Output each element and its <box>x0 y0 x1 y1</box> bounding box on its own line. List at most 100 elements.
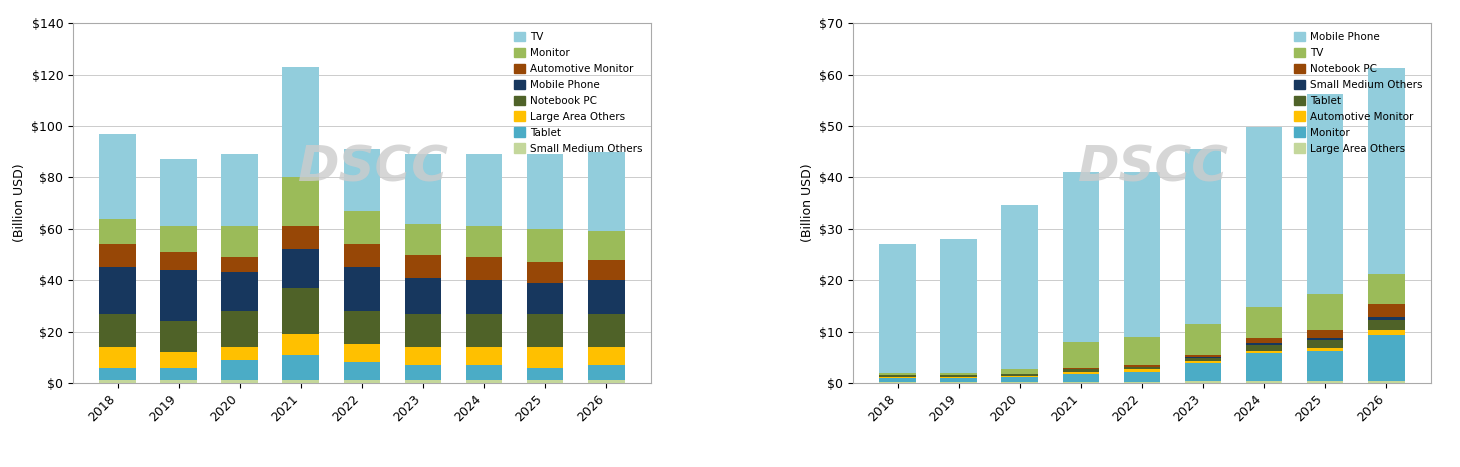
Bar <box>161 252 197 270</box>
Bar <box>1002 382 1038 383</box>
Bar <box>466 257 502 280</box>
Bar <box>1184 358 1222 361</box>
Bar <box>1124 172 1161 337</box>
Bar <box>1002 205 1038 369</box>
Bar <box>466 154 502 226</box>
Bar <box>1184 149 1222 324</box>
Bar <box>282 177 320 226</box>
Bar <box>1063 369 1099 372</box>
Legend: Mobile Phone, TV, Notebook PC, Small Medium Others, Tablet, Automotive Monitor, : Mobile Phone, TV, Notebook PC, Small Med… <box>1291 28 1425 157</box>
Bar <box>1307 382 1343 383</box>
Bar <box>1245 382 1282 383</box>
Bar <box>940 375 977 377</box>
Bar <box>222 360 258 380</box>
Bar <box>1368 68 1405 274</box>
Bar <box>404 380 441 383</box>
Bar <box>1245 307 1282 338</box>
Bar <box>404 365 441 380</box>
Bar <box>1184 363 1222 382</box>
Bar <box>404 255 441 277</box>
Bar <box>588 280 625 314</box>
Bar <box>1124 365 1161 367</box>
Text: DSCC: DSCC <box>298 143 448 191</box>
Bar <box>161 321 197 352</box>
Bar <box>282 355 320 380</box>
Bar <box>527 368 564 380</box>
Bar <box>1368 330 1405 335</box>
Bar <box>161 160 197 226</box>
Bar <box>222 347 258 360</box>
Bar <box>1124 367 1161 369</box>
Bar <box>527 229 564 262</box>
Bar <box>1245 127 1282 307</box>
Bar <box>282 288 320 334</box>
Bar <box>466 226 502 257</box>
Bar <box>1368 304 1405 317</box>
Bar <box>588 152 625 232</box>
Bar <box>282 249 320 288</box>
Bar <box>879 382 915 383</box>
Bar <box>1307 340 1343 348</box>
Bar <box>879 375 915 377</box>
Bar <box>1063 172 1099 342</box>
Bar <box>527 154 564 229</box>
Bar <box>161 368 197 380</box>
Bar <box>404 277 441 314</box>
Bar <box>879 244 915 373</box>
Bar <box>1063 368 1099 369</box>
Y-axis label: (Billion USD): (Billion USD) <box>13 164 26 242</box>
Bar <box>1307 338 1343 340</box>
Bar <box>527 262 564 283</box>
Bar <box>404 224 441 255</box>
Bar <box>1184 361 1222 363</box>
Bar <box>527 283 564 314</box>
Bar <box>222 154 258 226</box>
Bar <box>1063 372 1099 374</box>
Bar <box>1063 382 1099 383</box>
Bar <box>1002 377 1038 382</box>
Bar <box>99 219 136 244</box>
Legend: TV, Monitor, Automotive Monitor, Mobile Phone, Notebook PC, Large Area Others, T: TV, Monitor, Automotive Monitor, Mobile … <box>511 28 645 157</box>
Bar <box>940 377 977 378</box>
Bar <box>1368 382 1405 383</box>
Bar <box>1124 337 1161 365</box>
Bar <box>588 380 625 383</box>
Bar <box>588 365 625 380</box>
Bar <box>99 380 136 383</box>
Bar <box>282 334 320 355</box>
Y-axis label: (Billion USD): (Billion USD) <box>800 164 813 242</box>
Bar <box>1307 351 1343 382</box>
Bar <box>1124 372 1161 382</box>
Bar <box>879 373 915 375</box>
Bar <box>588 314 625 347</box>
Bar <box>1063 374 1099 382</box>
Bar <box>222 257 258 273</box>
Bar <box>466 347 502 365</box>
Bar <box>282 380 320 383</box>
Bar <box>527 380 564 383</box>
Bar <box>99 347 136 368</box>
Bar <box>1307 94 1343 294</box>
Bar <box>404 347 441 365</box>
Bar <box>588 260 625 280</box>
Bar <box>1368 274 1405 304</box>
Bar <box>879 378 915 382</box>
Bar <box>404 154 441 224</box>
Bar <box>343 380 380 383</box>
Bar <box>222 311 258 347</box>
Bar <box>99 244 136 267</box>
Text: DSCC: DSCC <box>1077 143 1229 191</box>
Bar <box>1184 357 1222 358</box>
Bar <box>1368 320 1405 330</box>
Bar <box>1245 343 1282 346</box>
Bar <box>222 380 258 383</box>
Bar <box>343 311 380 345</box>
Bar <box>282 226 320 249</box>
Bar <box>1307 294 1343 330</box>
Bar <box>99 267 136 314</box>
Bar <box>404 314 441 347</box>
Bar <box>1124 382 1161 383</box>
Bar <box>1184 324 1222 355</box>
Bar <box>1245 353 1282 382</box>
Bar <box>99 134 136 219</box>
